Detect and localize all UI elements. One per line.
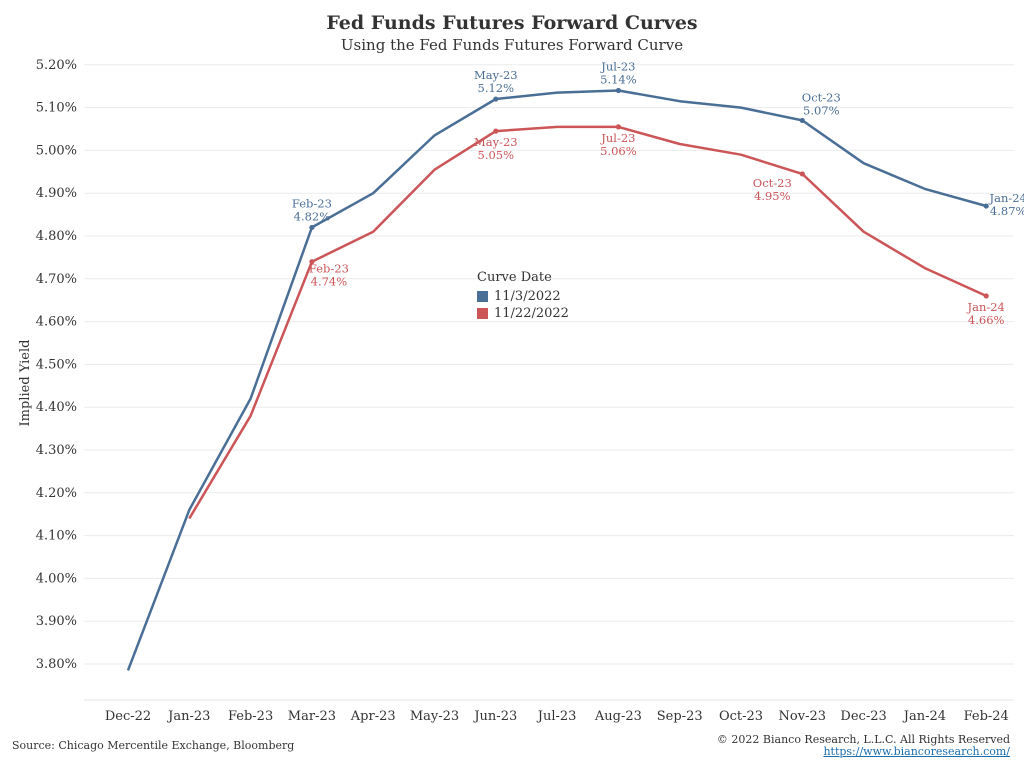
legend-label-series-2: 11/22/2022	[494, 306, 569, 321]
legend-title: Curve Date	[477, 270, 552, 285]
chart-subtitle: Using the Fed Funds Futures Forward Curv…	[340, 36, 684, 54]
data-label-month: Oct-23	[802, 90, 841, 104]
series-1-marker[interactable]	[493, 96, 499, 102]
data-label-value: 5.12%	[478, 81, 515, 95]
x-tick-label: Jan-24	[902, 709, 946, 724]
y-tick-label: 5.20%	[36, 58, 77, 73]
y-tick-label: 4.80%	[36, 229, 77, 244]
x-tick-label: Jul-23	[536, 709, 577, 724]
x-tick-label: Apr-23	[350, 709, 396, 724]
series-2-marker[interactable]	[309, 259, 315, 265]
x-tick-label: Nov-23	[779, 709, 826, 724]
legend-item-series-2[interactable]: 11/22/2022	[477, 305, 569, 322]
website-link[interactable]: https://www.biancoresearch.com/	[823, 745, 1010, 758]
data-label-value: 4.87%	[990, 204, 1024, 218]
y-tick-label: 3.80%	[36, 657, 77, 672]
data-label-month: Oct-23	[753, 176, 792, 190]
x-tick-label: Oct-23	[719, 709, 763, 724]
legend-swatch-series-1	[477, 291, 488, 302]
copyright-note: © 2022 Bianco Research, L.L.C. All Right…	[716, 733, 1010, 746]
series-2-marker[interactable]	[615, 124, 622, 130]
y-tick-label: 3.90%	[36, 614, 77, 629]
y-tick-label: 4.90%	[36, 186, 77, 201]
y-tick-label: 4.50%	[36, 357, 77, 372]
series-1-marker[interactable]	[799, 117, 805, 124]
y-tick-label: 4.00%	[36, 571, 77, 586]
data-label-value: 4.66%	[968, 313, 1005, 327]
x-tick-label: Aug-23	[594, 709, 642, 724]
y-tick-label: 4.60%	[36, 315, 77, 330]
x-tick-label: Jun-23	[472, 709, 517, 724]
y-tick-label: 4.30%	[36, 443, 77, 458]
series-2-marker[interactable]	[493, 128, 499, 134]
x-tick-label: Feb-23	[228, 709, 273, 724]
x-tick-label: Sep-23	[657, 709, 703, 724]
legend-item-series-1[interactable]: 11/3/2022	[477, 288, 569, 305]
data-label-month: May-23	[474, 68, 518, 82]
y-tick-label: 4.70%	[36, 272, 77, 287]
y-tick-label: 4.10%	[36, 529, 77, 544]
x-tick-label: Mar-23	[288, 709, 336, 724]
source-note: Source: Chicago Mercentile Exchange, Blo…	[12, 739, 295, 752]
data-label-month: May-23	[474, 135, 518, 149]
data-label-month: Feb-23	[309, 262, 349, 276]
series-1-marker[interactable]	[615, 87, 622, 94]
series-1-marker[interactable]	[983, 203, 989, 209]
data-label-month: Feb-23	[292, 196, 332, 210]
series-2-marker[interactable]	[983, 293, 989, 299]
data-label-month: Jul-23	[600, 59, 635, 73]
x-tick-label: Dec-22	[105, 709, 151, 724]
legend-label-series-1: 11/3/2022	[494, 289, 561, 304]
data-label-value: 4.82%	[294, 209, 331, 223]
series-line-1	[126, 89, 987, 671]
y-tick-label: 5.00%	[36, 143, 77, 158]
chart-title: Fed Funds Futures Forward Curves	[326, 12, 698, 34]
x-tick-label: Dec-23	[840, 709, 886, 724]
data-label-value: 4.74%	[311, 275, 348, 289]
x-tick-label: Jan-23	[166, 709, 210, 724]
data-label-value: 5.06%	[600, 144, 637, 158]
y-tick-label: 4.20%	[36, 486, 77, 501]
data-label-value: 5.05%	[478, 148, 515, 162]
x-tick-label: Feb-24	[964, 709, 1009, 724]
data-label-value: 5.14%	[600, 72, 637, 86]
y-tick-label: 4.40%	[36, 400, 77, 415]
data-label-month: Jul-23	[600, 131, 635, 145]
series-line-2	[188, 125, 987, 520]
y-axis-label: Implied Yield	[18, 340, 33, 427]
legend-swatch-series-2	[477, 308, 488, 319]
x-tick-label: May-23	[410, 709, 459, 724]
series-1-marker[interactable]	[309, 224, 315, 231]
data-label-month: Jan-24	[966, 300, 1004, 314]
series-2-marker[interactable]	[799, 171, 805, 177]
data-label-month: Jan-24	[988, 191, 1024, 205]
data-label-value: 5.07%	[803, 103, 840, 117]
y-tick-label: 5.10%	[36, 101, 77, 116]
legend: Curve Date 11/3/2022 11/22/2022	[477, 270, 569, 322]
data-label-value: 4.95%	[754, 189, 791, 203]
